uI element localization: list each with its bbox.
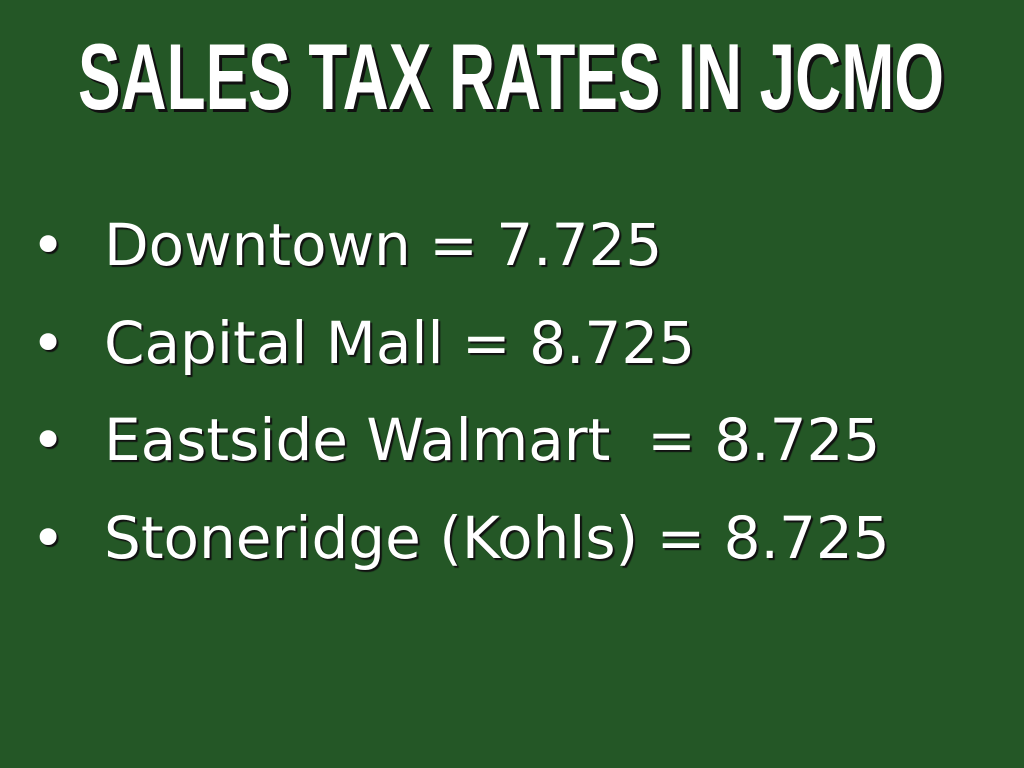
bullet-dot: • xyxy=(31,503,66,572)
bullet-text: Stoneridge (Kohls) = 8.725 xyxy=(104,503,890,572)
bullet-text: Capital Mall = 8.725 xyxy=(104,308,696,377)
bullet-dot: • xyxy=(31,406,66,474)
bullet-dot: • xyxy=(31,211,66,279)
title-box: SALES TAX RATES IN JCMO SALES TAX RATES … xyxy=(78,24,947,132)
bullet-dot: • xyxy=(31,308,66,377)
slide-title: SALES TAX RATES IN JCMO xyxy=(78,24,944,129)
bullet-text: Eastside Walmart = 8.725 xyxy=(104,406,881,474)
bullet-text: Downtown = 7.725 xyxy=(104,211,663,279)
title-shadow: SALES TAX RATES IN JCMO xyxy=(81,27,947,132)
